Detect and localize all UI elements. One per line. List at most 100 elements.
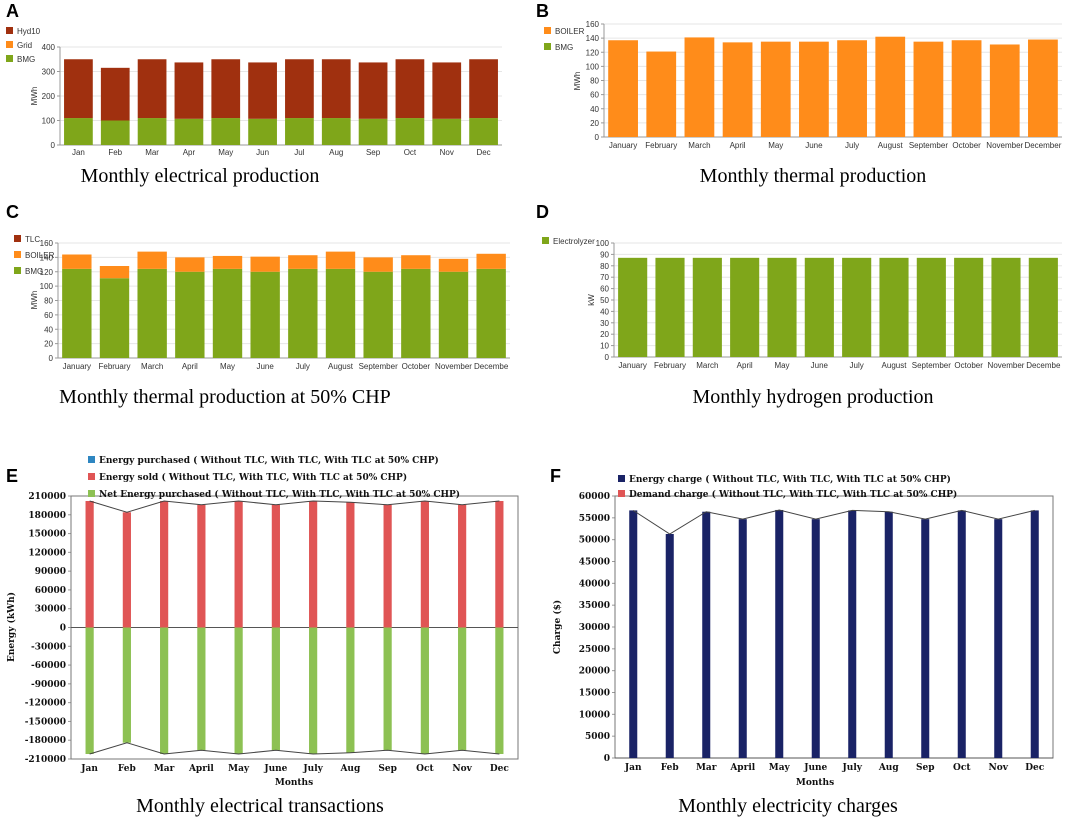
- x-tick-label: October: [954, 361, 983, 370]
- bar-electrolyzer: [692, 257, 722, 357]
- x-tick-label: Nov: [989, 763, 1009, 773]
- bar-electrolyzer: [1028, 257, 1058, 357]
- x-tick-label: April: [182, 362, 198, 371]
- y-tick-label: 0: [605, 353, 610, 362]
- x-tick-label: Oct: [404, 148, 417, 157]
- x-tick-label: August: [878, 141, 904, 150]
- bar-electrolyzer: [991, 257, 1021, 357]
- x-tick-label: Jan: [624, 763, 642, 773]
- x-tick-label: Jul: [294, 148, 304, 157]
- bar-bmg: [248, 118, 277, 145]
- bar-bmg: [137, 118, 167, 145]
- bar-energy-sold: [122, 512, 131, 628]
- bar-boiler: [684, 37, 715, 138]
- y-tick-label: 180000: [28, 511, 66, 521]
- x-tick-label: March: [141, 362, 163, 371]
- bar-boiler: [325, 251, 356, 269]
- y-tick-label: 40: [44, 325, 53, 334]
- y-tick-label: 40: [600, 307, 609, 316]
- y-tick-label: -180000: [25, 736, 66, 746]
- panel-label: C: [6, 202, 19, 222]
- x-tick-label: Aug: [339, 764, 361, 774]
- x-axis-label: Months: [275, 778, 313, 788]
- bar-bmg: [325, 268, 356, 358]
- y-tick-label: 0: [60, 624, 66, 634]
- chart-caption: Monthly electrical transactions: [136, 795, 384, 817]
- x-tick-label: Mar: [154, 764, 175, 774]
- bar-net-energy-purchased: [160, 627, 169, 754]
- bar-energy-charge: [848, 510, 857, 758]
- bar-net-energy-purchased: [271, 627, 280, 751]
- y-tick-label: 25000: [579, 645, 610, 655]
- x-tick-label: June: [805, 141, 823, 150]
- legend-label: Demand charge ( Without TLC, With TLC, W…: [629, 489, 957, 500]
- legend-label: Grid: [17, 41, 32, 50]
- bar-boiler: [608, 40, 638, 137]
- legend-swatch: [88, 473, 95, 480]
- bar-net-energy-purchased: [458, 627, 467, 751]
- y-axis-label: Energy (kWh): [6, 592, 17, 662]
- chart-caption: Monthly hydrogen production: [692, 386, 933, 408]
- x-tick-label: Feb: [118, 764, 136, 774]
- x-tick-label: April: [730, 141, 746, 150]
- x-tick-label: May: [768, 141, 783, 150]
- x-tick-label: June: [803, 763, 827, 773]
- trend-line-energy-sold: [89, 500, 500, 513]
- bar-net-energy-purchased: [234, 627, 243, 754]
- bar-energy-sold: [234, 501, 243, 628]
- y-tick-label: 80: [590, 77, 599, 86]
- x-tick-label: Dec: [490, 764, 510, 774]
- bar-bmg: [438, 271, 469, 358]
- y-tick-label: 55000: [579, 514, 610, 524]
- bar-energy-charge: [629, 510, 638, 758]
- bar-hyd10: [285, 59, 314, 119]
- bar-bmg: [174, 118, 204, 145]
- legend-swatch: [14, 235, 21, 242]
- legend-swatch: [6, 41, 13, 48]
- y-tick-label: 70: [600, 273, 609, 282]
- legend-swatch: [542, 237, 549, 244]
- y-tick-label: 60: [44, 311, 53, 320]
- bar-energy-charge: [738, 519, 747, 758]
- bar-hyd10: [137, 59, 167, 119]
- y-tick-label: -60000: [31, 661, 66, 671]
- x-tick-label: July: [845, 141, 859, 150]
- legend-swatch: [618, 490, 625, 497]
- bar-bmg: [212, 268, 243, 358]
- bar-energy-sold: [271, 504, 280, 628]
- legend-swatch: [544, 27, 551, 34]
- x-tick-label: January: [618, 361, 646, 370]
- bar-hyd10: [358, 62, 388, 119]
- bar-bmg: [469, 118, 498, 145]
- x-tick-label: Jan: [80, 764, 98, 774]
- bar-boiler: [989, 44, 1020, 138]
- bar-boiler: [799, 41, 829, 137]
- x-tick-label: November: [435, 362, 472, 371]
- bar-net-energy-purchased: [346, 627, 355, 753]
- y-tick-label: 0: [49, 354, 54, 363]
- x-tick-label: Apr: [183, 148, 196, 157]
- legend-label: Energy purchased ( Without TLC, With TLC…: [99, 455, 439, 466]
- x-tick-label: May: [774, 361, 789, 370]
- y-tick-label: 20: [590, 119, 599, 128]
- y-tick-label: 15000: [579, 689, 610, 699]
- y-tick-label: 50: [600, 296, 609, 305]
- bar-hyd10: [248, 62, 277, 119]
- x-axis-label: Months: [796, 778, 834, 788]
- bar-bmg: [321, 118, 351, 145]
- panel-a: A Monthly electrical production 0 100 200 300…: [6, 1, 502, 187]
- bar-energy-charge: [921, 519, 930, 758]
- bar-energy-sold: [458, 504, 467, 628]
- y-tick-label: 100: [42, 117, 56, 126]
- x-tick-label: May: [218, 148, 233, 157]
- x-tick-label: June: [256, 362, 274, 371]
- bar-bmg: [476, 268, 506, 358]
- bar-electrolyzer: [618, 257, 648, 357]
- x-tick-label: Mar: [696, 763, 717, 773]
- bar-boiler: [722, 42, 753, 137]
- x-tick-label: Feb: [108, 148, 122, 157]
- bar-hyd10: [469, 59, 498, 119]
- bar-bmg: [395, 118, 425, 145]
- x-tick-label: Mar: [145, 148, 159, 157]
- bar-bmg: [250, 271, 280, 358]
